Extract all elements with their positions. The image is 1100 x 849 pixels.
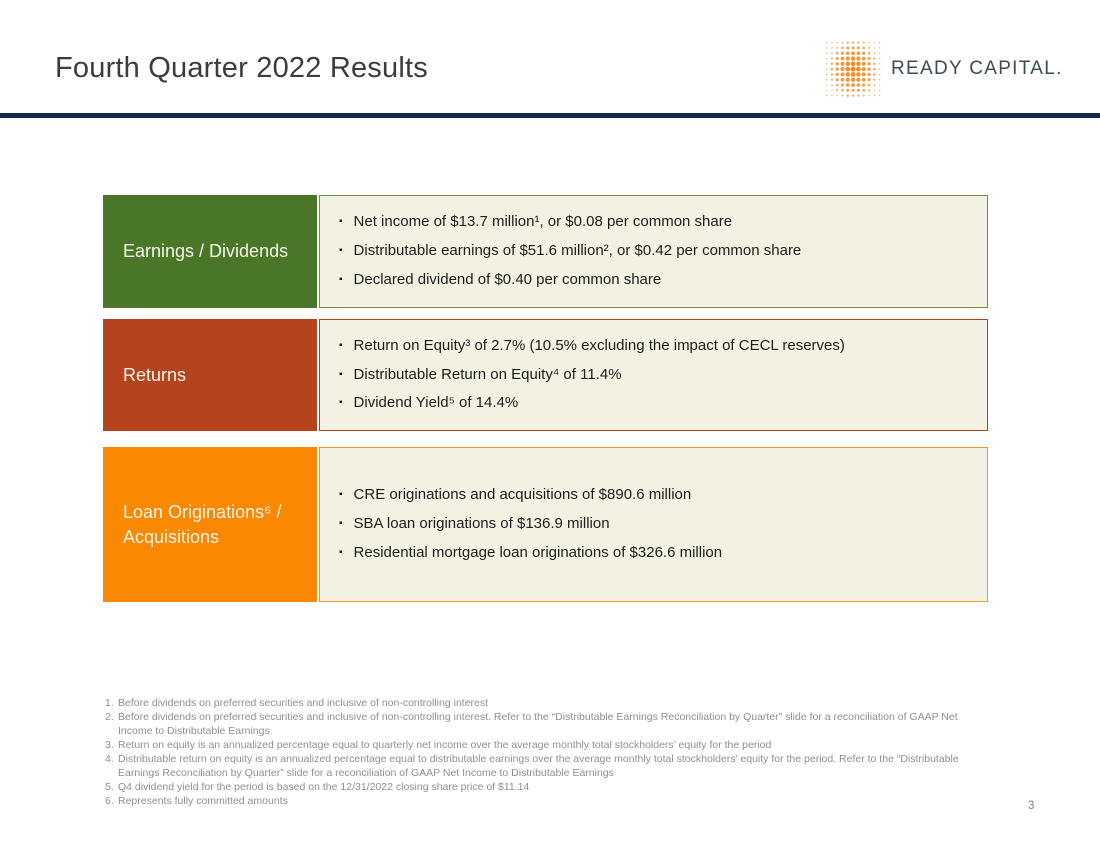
footnote: 5. Q4 dividend yield for the period is ba… bbox=[105, 780, 979, 794]
footnote-text: Return on equity is an annualized percen… bbox=[118, 739, 772, 752]
footnotes: 1. Before dividends on preferred securiti… bbox=[105, 696, 979, 809]
footnote-text: Represents fully committed amounts bbox=[118, 795, 288, 808]
row-earnings-dividends: Earnings / Dividends Net income of $13.7… bbox=[103, 195, 988, 308]
bullet-item: CRE originations and acquisitions of $89… bbox=[339, 486, 969, 505]
footnote-text: Distributable return on equity is an ann… bbox=[118, 753, 959, 780]
bullet-item: Declared dividend of $0.40 per common sh… bbox=[339, 271, 969, 290]
header-divider bbox=[0, 113, 1100, 118]
ready-capital-logo: READY CAPITAL. bbox=[824, 40, 1063, 98]
bullet-list: Return on Equity³ of 2.7% (10.5% excludi… bbox=[339, 337, 969, 413]
bullet-item: Distributable earnings of $51.6 million²… bbox=[339, 242, 969, 261]
bullet-item: Distributable Return on Equity⁴ of 11.4% bbox=[339, 366, 969, 385]
row-label: Earnings / Dividends bbox=[103, 195, 317, 308]
bullet-item: Dividend Yield⁵ of 14.4% bbox=[339, 394, 969, 413]
row-returns: Returns Return on Equity³ of 2.7% (10.5%… bbox=[103, 319, 988, 431]
footnote-text: Q4 dividend yield for the period is base… bbox=[118, 781, 530, 794]
footnote-number: 4. bbox=[105, 753, 114, 766]
bullet-list: CRE originations and acquisitions of $89… bbox=[339, 486, 969, 562]
footnote-text: Before dividends on preferred securities… bbox=[118, 697, 489, 709]
row-content: Return on Equity³ of 2.7% (10.5% excludi… bbox=[319, 319, 988, 431]
row-content: CRE originations and acquisitions of $89… bbox=[319, 447, 988, 602]
row-label: Loan Originations⁶ / Acquisitions bbox=[103, 447, 317, 602]
footnote-number: 1. bbox=[105, 697, 114, 709]
bullet-item: Net income of $13.7 million¹, or $0.08 p… bbox=[339, 213, 969, 232]
footnote-number: 6. bbox=[105, 795, 114, 808]
footnote: 3. Return on equity is an annualized perc… bbox=[105, 738, 979, 752]
bullet-list: Net income of $13.7 million¹, or $0.08 p… bbox=[339, 213, 969, 289]
footnote: 2. Before dividends on preferred securiti… bbox=[105, 710, 979, 738]
footnote-text: Before dividends on preferred securities… bbox=[118, 711, 958, 738]
footnote-number: 5. bbox=[105, 781, 114, 794]
row-loan-originations-acquisitions: Loan Originations⁶ / Acquisitions CRE or… bbox=[103, 447, 988, 602]
bullet-item: Residential mortgage loan originations o… bbox=[339, 544, 969, 563]
footnote-number: 3. bbox=[105, 739, 114, 752]
row-label: Returns bbox=[103, 319, 317, 431]
bullet-item: Return on Equity³ of 2.7% (10.5% excludi… bbox=[339, 337, 969, 356]
footnote: 6. Represents fully committed amounts bbox=[105, 794, 979, 808]
row-content: Net income of $13.7 million¹, or $0.08 p… bbox=[319, 195, 988, 308]
footnote: 1. Before dividends on preferred securiti… bbox=[105, 696, 979, 710]
summary-rows: Earnings / Dividends Net income of $13.7… bbox=[103, 195, 988, 602]
footnote: 4. Distributable return on equity is an a… bbox=[105, 752, 979, 780]
logo-text: READY CAPITAL. bbox=[891, 58, 1063, 79]
footnote-number: 2. bbox=[105, 711, 114, 724]
page-number: 3 bbox=[1028, 800, 1035, 812]
page-title: Fourth Quarter 2022 Results bbox=[55, 52, 428, 84]
logo-dots-icon bbox=[825, 41, 881, 97]
bullet-item: SBA loan originations of $136.9 million bbox=[339, 515, 969, 534]
